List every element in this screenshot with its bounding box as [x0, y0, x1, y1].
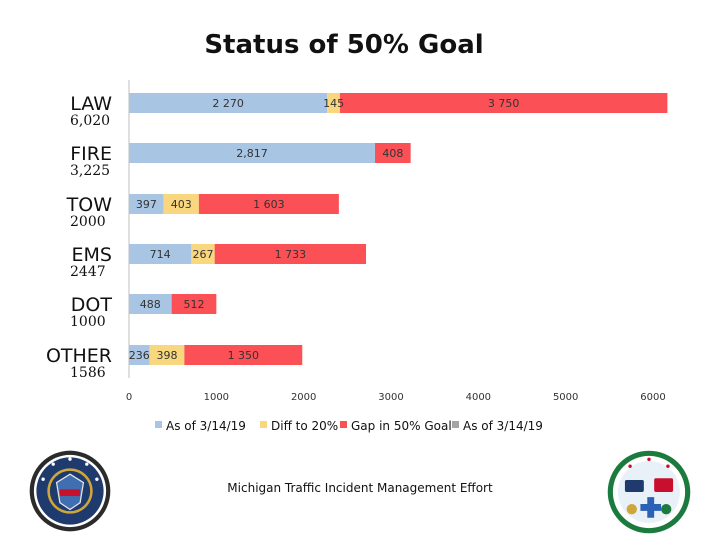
x-tick-label-0: 0 [126, 392, 132, 403]
legend-label-1: Diff to 20% [271, 419, 338, 433]
data-label-tow-series-0: 397 [136, 198, 157, 211]
bar-fire-series-0 [129, 143, 376, 163]
bar-law-series-0 [129, 93, 328, 113]
category-total-ems: 2447 [70, 264, 106, 280]
data-label-tow-series-2: 1 603 [253, 198, 285, 211]
category-label-dot: DOT [71, 294, 113, 316]
data-label-other-series-1: 398 [156, 349, 177, 362]
legend-label-3: As of 3/14/19 [463, 419, 543, 433]
legend-label-2: Gap in 50% Goal [351, 419, 452, 433]
bar-other-series-1 [149, 345, 185, 365]
x-tick-label-5000: 5000 [553, 392, 578, 403]
chart-title: Status of 50% Goal [204, 30, 484, 60]
data-label-tow-series-1: 403 [171, 198, 192, 211]
data-label-ems-series-1: 267 [193, 248, 214, 261]
category-total-other: 1586 [70, 365, 106, 381]
legend-label-0: As of 3/14/19 [166, 419, 246, 433]
footer-text: Michigan Traffic Incident Management Eff… [227, 481, 493, 495]
data-label-law-series-2: 3 750 [488, 97, 520, 110]
category-label-tow: TOW [66, 194, 113, 216]
bar-other-series-2 [184, 345, 303, 365]
category-label-other: OTHER [46, 345, 112, 367]
data-label-fire-series-2: 408 [382, 147, 403, 160]
data-label-other-series-2: 1 350 [228, 349, 260, 362]
state-police-seal-logo [29, 450, 111, 532]
legend-swatch-3 [452, 421, 459, 428]
x-tick-label-2000: 2000 [291, 392, 316, 403]
bar-law-series-2 [339, 93, 668, 113]
category-label-fire: FIRE [70, 143, 112, 165]
category-total-fire: 3,225 [70, 163, 110, 179]
data-label-dot-series-2: 512 [183, 298, 204, 311]
bar-tow-series-2 [198, 194, 339, 214]
x-tick-label-1000: 1000 [204, 392, 229, 403]
tim-coalition-seal-logo [607, 450, 691, 534]
bar-ems-series-0 [129, 244, 192, 264]
category-label-law: LAW [70, 93, 112, 115]
legend-swatch-0 [155, 421, 162, 428]
legend-swatch-2 [340, 421, 347, 428]
bar-dot-series-2 [171, 294, 217, 314]
data-label-dot-series-0: 488 [140, 298, 161, 311]
category-total-tow: 2000 [70, 214, 106, 230]
bar-dot-series-0 [129, 294, 172, 314]
bar-ems-series-1 [191, 244, 215, 264]
x-tick-label-3000: 3000 [378, 392, 403, 403]
data-label-law-series-0: 2 270 [212, 97, 244, 110]
bar-fire-series-2 [375, 143, 411, 163]
x-tick-label-6000: 6000 [640, 392, 665, 403]
data-label-ems-series-0: 714 [150, 248, 171, 261]
legend-swatch-1 [260, 421, 267, 428]
bar-ems-series-2 [214, 244, 367, 264]
bar-other-series-0 [129, 345, 150, 365]
category-total-law: 6,020 [70, 113, 110, 129]
category-label-ems: EMS [72, 244, 112, 266]
bar-law-series-1 [327, 93, 340, 113]
bar-tow-series-1 [163, 194, 199, 214]
category-total-dot: 1000 [70, 314, 106, 330]
data-label-ems-series-2: 1 733 [275, 248, 307, 261]
data-label-fire-series-0: 2,817 [236, 147, 268, 160]
data-label-other-series-0: 236 [129, 349, 150, 362]
bar-tow-series-0 [129, 194, 164, 214]
data-label-law-series-1: 145 [323, 97, 344, 110]
x-tick-label-4000: 4000 [466, 392, 491, 403]
